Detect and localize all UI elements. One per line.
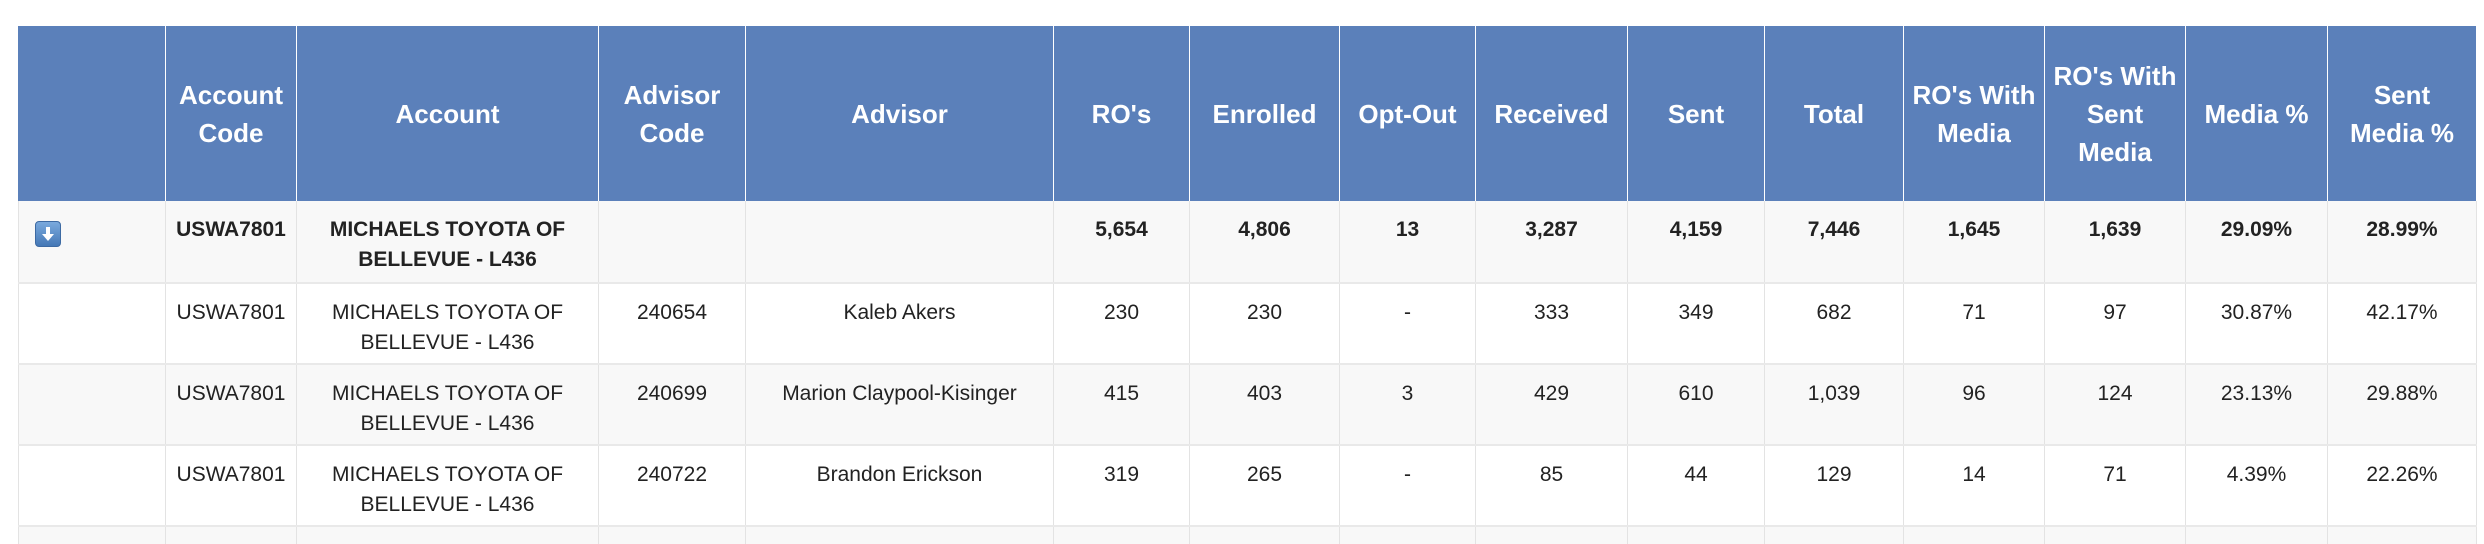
summary-sent-media-pct: 28.99% (2327, 201, 2477, 284)
header-total[interactable]: Total (1764, 26, 1904, 201)
cell-opt-out: - (1339, 283, 1476, 365)
partial-cell (598, 526, 746, 544)
partial-cell (745, 526, 1054, 544)
header-enrolled[interactable]: Enrolled (1189, 26, 1340, 201)
cell-account: MICHAELS TOYOTA OF BELLEVUE - L436 (296, 445, 599, 527)
cell-opt-out: 3 (1339, 364, 1476, 446)
cell-ros-with-media: 96 (1903, 364, 2045, 446)
cell-sent-media-pct: 42.17% (2327, 283, 2477, 365)
cell-sent: 44 (1627, 445, 1765, 527)
cell-account-code: USWA7801 (165, 364, 297, 446)
cell-media-pct: 30.87% (2185, 283, 2328, 365)
summary-advisor (745, 201, 1054, 284)
header-advisor-code[interactable]: Advisor Code (598, 26, 746, 201)
cell-ros-with-sent-media: 97 (2044, 283, 2186, 365)
header-ros[interactable]: RO's (1053, 26, 1190, 201)
header-account-code[interactable]: Account Code (165, 26, 297, 201)
header-media-pct[interactable]: Media % (2185, 26, 2328, 201)
cell-total: 1,039 (1764, 364, 1904, 446)
expand-down-arrow-icon[interactable] (35, 221, 61, 247)
cell-advisor: Marion Claypool-Kisinger (745, 364, 1054, 446)
summary-ros-with-sent-media: 1,639 (2044, 201, 2186, 284)
partial-cell (2327, 526, 2477, 544)
cell-sent-media-pct: 29.88% (2327, 364, 2477, 446)
cell-ros-with-media: 71 (1903, 283, 2045, 365)
cell-enrolled: 403 (1189, 364, 1340, 446)
table-row: USWA7801 MICHAELS TOYOTA OF BELLEVUE - L… (18, 445, 2477, 527)
cell-sent-media-pct: 22.26% (2327, 445, 2477, 527)
partial-cell (1903, 526, 2045, 544)
cell-advisor: Brandon Erickson (745, 445, 1054, 527)
summary-advisor-code (598, 201, 746, 284)
summary-media-pct: 29.09% (2185, 201, 2328, 284)
table-row-partial (18, 526, 2477, 544)
header-sent[interactable]: Sent (1627, 26, 1765, 201)
partial-cell (1627, 526, 1765, 544)
cell-media-pct: 23.13% (2185, 364, 2328, 446)
cell-ros-with-media: 14 (1903, 445, 2045, 527)
header-advisor[interactable]: Advisor (745, 26, 1054, 201)
cell-advisor-code: 240722 (598, 445, 746, 527)
cell-total: 129 (1764, 445, 1904, 527)
partial-cell (1189, 526, 1340, 544)
row-expand-cell (18, 445, 166, 527)
summary-account-code: USWA7801 (165, 201, 297, 284)
table-header-row: Account Code Account Advisor Code Adviso… (18, 26, 2477, 201)
partial-cell (18, 526, 166, 544)
report-table-container: Account Code Account Advisor Code Adviso… (18, 26, 2477, 544)
summary-ros-with-media: 1,645 (1903, 201, 2045, 284)
cell-received: 333 (1475, 283, 1628, 365)
header-opt-out[interactable]: Opt-Out (1339, 26, 1476, 201)
summary-account: MICHAELS TOYOTA OF BELLEVUE - L436 (296, 201, 599, 284)
cell-ros: 415 (1053, 364, 1190, 446)
cell-ros-with-sent-media: 71 (2044, 445, 2186, 527)
cell-received: 85 (1475, 445, 1628, 527)
cell-ros-with-sent-media: 124 (2044, 364, 2186, 446)
header-account[interactable]: Account (296, 26, 599, 201)
cell-enrolled: 230 (1189, 283, 1340, 365)
header-ros-with-media[interactable]: RO's With Media (1903, 26, 2045, 201)
summary-received: 3,287 (1475, 201, 1628, 284)
summary-enrolled: 4,806 (1189, 201, 1340, 284)
partial-cell (296, 526, 599, 544)
advisor-report-table: Account Code Account Advisor Code Adviso… (18, 26, 2477, 544)
cell-advisor-code: 240654 (598, 283, 746, 365)
header-expand (18, 26, 166, 201)
cell-account-code: USWA7801 (165, 283, 297, 365)
summary-row: USWA7801 MICHAELS TOYOTA OF BELLEVUE - L… (18, 201, 2477, 284)
partial-cell (1053, 526, 1190, 544)
cell-enrolled: 265 (1189, 445, 1340, 527)
partial-cell (165, 526, 297, 544)
cell-account: MICHAELS TOYOTA OF BELLEVUE - L436 (296, 283, 599, 365)
header-ros-with-sent-media[interactable]: RO's With Sent Media (2044, 26, 2186, 201)
table-row: USWA7801 MICHAELS TOYOTA OF BELLEVUE - L… (18, 283, 2477, 365)
header-received[interactable]: Received (1475, 26, 1628, 201)
row-expand-cell (18, 364, 166, 446)
cell-total: 682 (1764, 283, 1904, 365)
header-sent-media-pct[interactable]: Sent Media % (2327, 26, 2477, 201)
row-expand-cell (18, 283, 166, 365)
table-row: USWA7801 MICHAELS TOYOTA OF BELLEVUE - L… (18, 364, 2477, 446)
partial-cell (2044, 526, 2186, 544)
cell-advisor: Kaleb Akers (745, 283, 1054, 365)
partial-cell (1339, 526, 1476, 544)
summary-sent: 4,159 (1627, 201, 1765, 284)
cell-sent: 610 (1627, 364, 1765, 446)
partial-cell (1475, 526, 1628, 544)
cell-account: MICHAELS TOYOTA OF BELLEVUE - L436 (296, 364, 599, 446)
expand-cell (18, 201, 166, 284)
partial-cell (1764, 526, 1904, 544)
cell-sent: 349 (1627, 283, 1765, 365)
cell-opt-out: - (1339, 445, 1476, 527)
summary-opt-out: 13 (1339, 201, 1476, 284)
cell-account-code: USWA7801 (165, 445, 297, 527)
summary-total: 7,446 (1764, 201, 1904, 284)
cell-ros: 230 (1053, 283, 1190, 365)
cell-ros: 319 (1053, 445, 1190, 527)
cell-media-pct: 4.39% (2185, 445, 2328, 527)
summary-ros: 5,654 (1053, 201, 1190, 284)
cell-advisor-code: 240699 (598, 364, 746, 446)
partial-cell (2185, 526, 2328, 544)
cell-received: 429 (1475, 364, 1628, 446)
